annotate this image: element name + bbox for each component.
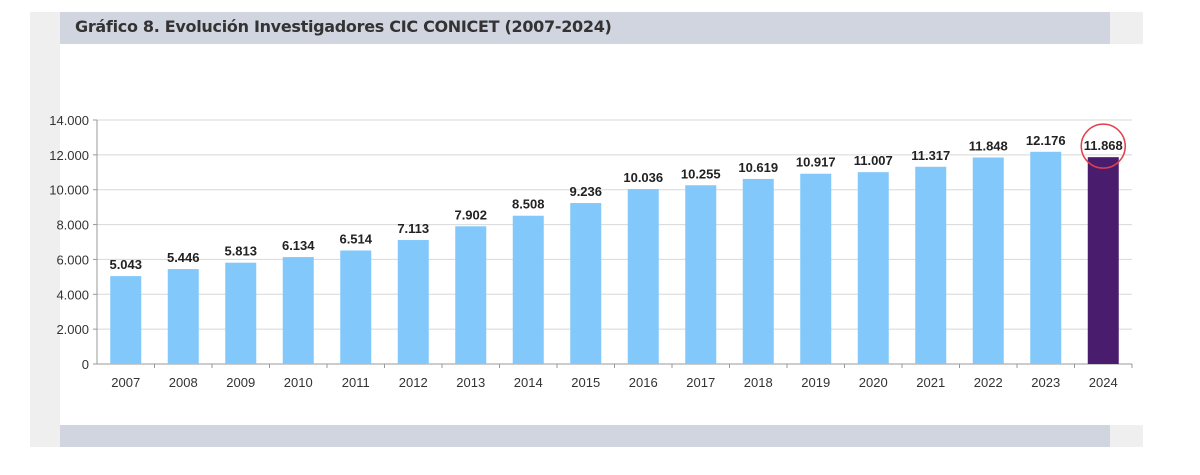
highlight-circle	[1080, 123, 1126, 169]
footer-bar	[60, 425, 1110, 447]
y-tick-label: 0	[82, 357, 89, 372]
data-label: 9.236	[569, 184, 602, 199]
x-tick-label: 2009	[226, 375, 255, 390]
bar	[110, 276, 142, 364]
x-tick-label: 2021	[916, 375, 945, 390]
y-tick-label: 12.000	[49, 148, 89, 163]
x-tick-label: 2013	[456, 375, 485, 390]
data-label: 11.317	[911, 148, 950, 163]
data-label: 10.036	[623, 170, 663, 185]
x-tick-label: 2018	[744, 375, 773, 390]
x-tick-label: 2020	[859, 375, 888, 390]
x-tick-label: 2019	[801, 375, 830, 390]
y-tick-label: 6.000	[56, 252, 89, 267]
title-bar	[60, 12, 1110, 44]
x-tick-label: 2008	[169, 375, 198, 390]
y-tick-label: 4.000	[56, 287, 89, 302]
x-tick-label: 2007	[111, 375, 140, 390]
bar	[512, 215, 544, 364]
bar	[627, 189, 659, 364]
bar	[1087, 157, 1119, 364]
x-tick-label: 2011	[342, 375, 370, 390]
data-label: 11.868	[1084, 138, 1123, 153]
data-label: 12.176	[1026, 133, 1066, 148]
x-tick-label: 2010	[284, 375, 313, 390]
data-label: 5.813	[224, 244, 257, 259]
data-label: 10.619	[738, 160, 778, 175]
data-label: 7.902	[454, 207, 487, 222]
bar	[340, 250, 372, 364]
bar	[915, 166, 947, 364]
x-tick-label: 2015	[571, 375, 600, 390]
bar	[1030, 151, 1062, 364]
x-tick-label: 2022	[974, 375, 1003, 390]
bar	[570, 203, 602, 364]
bar	[455, 226, 487, 364]
x-tick-label: 2023	[1031, 375, 1060, 390]
bar	[972, 157, 1004, 364]
data-label: 11.007	[854, 153, 893, 168]
data-label: 10.255	[681, 166, 721, 181]
bar	[397, 240, 429, 364]
x-tick-label: 2017	[686, 375, 715, 390]
y-tick-label: 10.000	[49, 183, 89, 198]
data-label: 8.508	[512, 197, 545, 212]
y-tick-label: 2.000	[56, 322, 89, 337]
data-label: 7.113	[397, 221, 429, 236]
data-label: 6.134	[282, 238, 315, 253]
bar	[167, 269, 199, 364]
bar	[225, 262, 257, 364]
y-tick-label: 8.000	[56, 218, 89, 233]
x-tick-label: 2014	[514, 375, 543, 390]
x-tick-label: 2012	[399, 375, 428, 390]
chart-title: Gráfico 8. Evolución Investigadores CIC …	[75, 17, 612, 36]
bar	[282, 257, 314, 364]
x-tick-label: 2016	[629, 375, 658, 390]
data-label: 11.848	[969, 139, 1008, 154]
bar	[685, 185, 717, 364]
bar	[857, 172, 889, 364]
data-label: 6.514	[339, 231, 372, 246]
y-tick-label: 14.000	[49, 113, 89, 128]
bar	[800, 173, 832, 364]
data-label: 5.446	[167, 250, 200, 265]
data-label: 10.917	[796, 155, 836, 170]
bar	[742, 178, 774, 364]
x-tick-label: 2024	[1089, 375, 1118, 390]
data-label: 5.043	[109, 257, 142, 272]
